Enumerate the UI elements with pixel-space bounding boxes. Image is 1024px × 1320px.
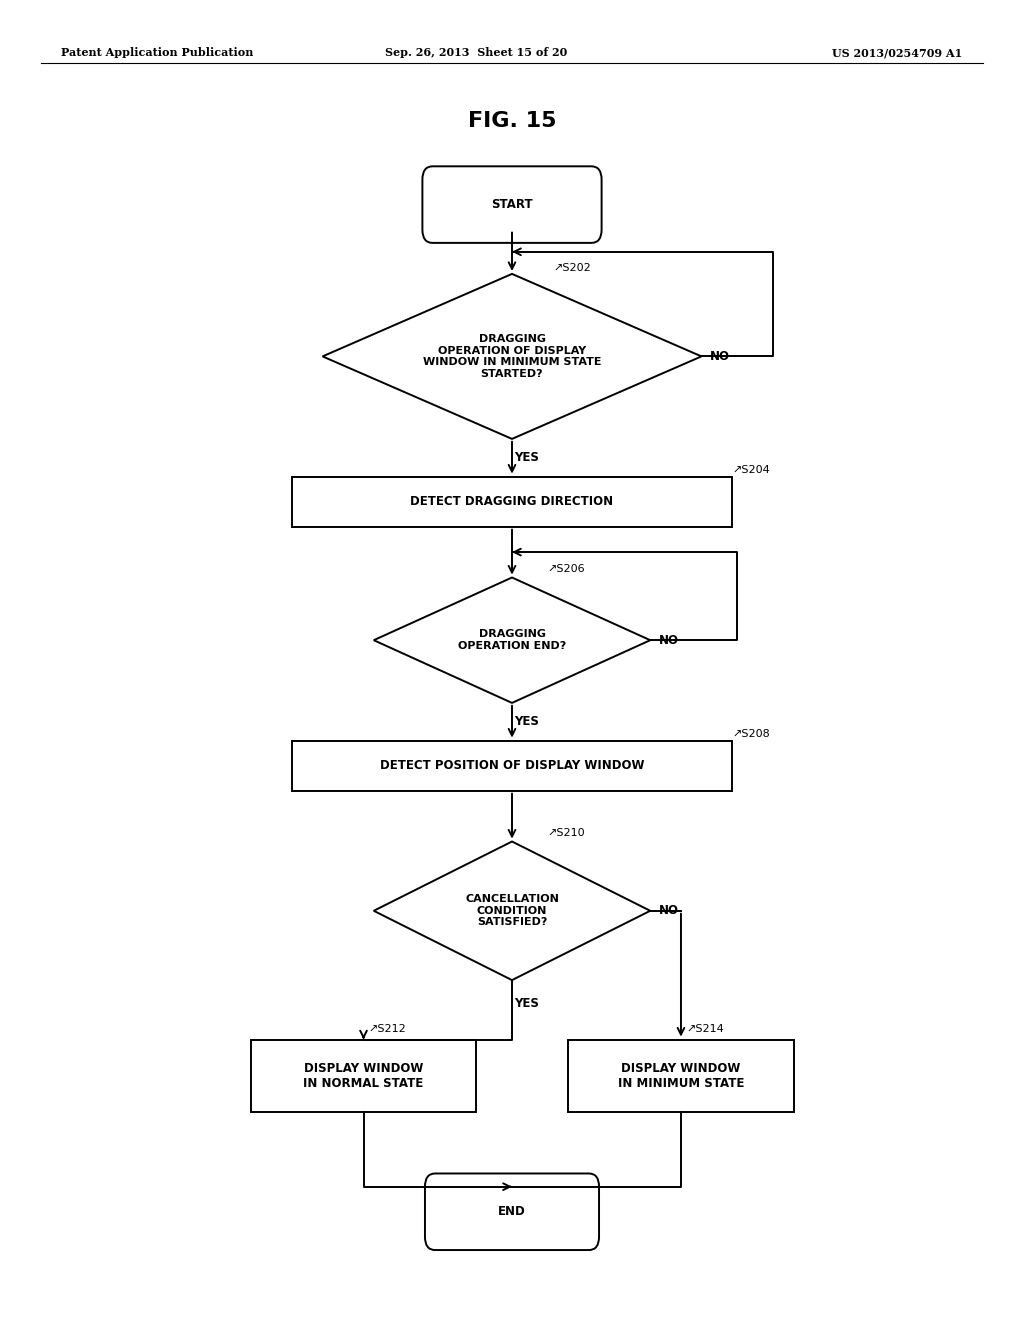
Text: NO: NO — [710, 350, 730, 363]
Text: FIG. 15: FIG. 15 — [468, 111, 556, 132]
Text: DETECT POSITION OF DISPLAY WINDOW: DETECT POSITION OF DISPLAY WINDOW — [380, 759, 644, 772]
Bar — [568, 1040, 794, 1111]
Text: DRAGGING
OPERATION END?: DRAGGING OPERATION END? — [458, 630, 566, 651]
Text: DETECT DRAGGING DIRECTION: DETECT DRAGGING DIRECTION — [411, 495, 613, 508]
Bar — [251, 1040, 476, 1111]
Polygon shape — [323, 275, 701, 438]
Text: ↗S204: ↗S204 — [732, 465, 770, 475]
Text: ↗S210: ↗S210 — [548, 828, 586, 838]
Text: ↗S208: ↗S208 — [732, 729, 770, 739]
Text: ↗S202: ↗S202 — [553, 263, 591, 273]
Text: Sep. 26, 2013  Sheet 15 of 20: Sep. 26, 2013 Sheet 15 of 20 — [385, 48, 567, 58]
Text: NO: NO — [658, 904, 679, 917]
Text: US 2013/0254709 A1: US 2013/0254709 A1 — [833, 48, 963, 58]
Text: CANCELLATION
CONDITION
SATISFIED?: CANCELLATION CONDITION SATISFIED? — [465, 894, 559, 928]
Text: YES: YES — [514, 451, 539, 465]
FancyBboxPatch shape — [425, 1173, 599, 1250]
Polygon shape — [374, 842, 650, 979]
Bar — [292, 741, 732, 791]
Text: DISPLAY WINDOW
IN MINIMUM STATE: DISPLAY WINDOW IN MINIMUM STATE — [617, 1061, 744, 1090]
Text: NO: NO — [658, 634, 679, 647]
Text: ↗S214: ↗S214 — [686, 1023, 724, 1034]
Text: DRAGGING
OPERATION OF DISPLAY
WINDOW IN MINIMUM STATE
STARTED?: DRAGGING OPERATION OF DISPLAY WINDOW IN … — [423, 334, 601, 379]
Bar — [292, 477, 732, 527]
Text: ↗S206: ↗S206 — [548, 564, 586, 574]
Text: START: START — [492, 198, 532, 211]
Text: YES: YES — [514, 715, 539, 729]
FancyBboxPatch shape — [422, 166, 601, 243]
Polygon shape — [374, 578, 650, 702]
Text: YES: YES — [514, 998, 539, 1010]
Text: DISPLAY WINDOW
IN NORMAL STATE: DISPLAY WINDOW IN NORMAL STATE — [303, 1061, 424, 1090]
Text: ↗S212: ↗S212 — [369, 1023, 407, 1034]
Text: END: END — [498, 1205, 526, 1218]
Text: Patent Application Publication: Patent Application Publication — [61, 48, 254, 58]
